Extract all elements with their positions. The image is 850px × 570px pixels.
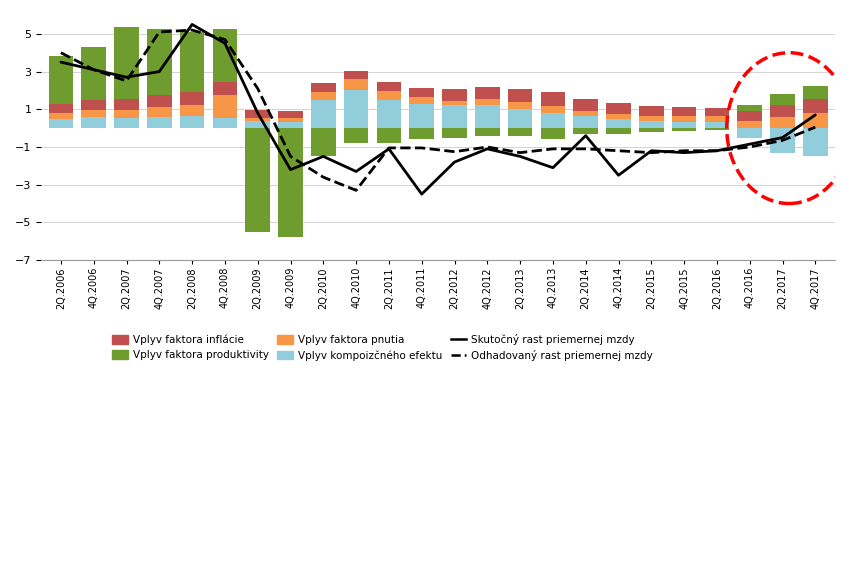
Bar — [212, 118, 237, 128]
Bar — [311, 83, 336, 92]
Bar — [475, 99, 500, 105]
Bar — [114, 27, 139, 99]
Bar — [475, 128, 500, 136]
Bar — [442, 89, 467, 101]
Bar — [507, 109, 532, 128]
Bar — [180, 92, 204, 104]
Bar — [639, 128, 664, 132]
Bar — [507, 89, 532, 101]
Bar — [672, 121, 696, 128]
Bar — [311, 128, 336, 156]
Bar — [377, 100, 401, 128]
Bar — [180, 104, 204, 116]
Bar — [212, 82, 237, 95]
Bar — [574, 128, 598, 134]
Bar — [114, 118, 139, 128]
Bar — [180, 116, 204, 128]
Bar — [639, 121, 664, 128]
Bar — [48, 104, 73, 113]
Bar — [574, 111, 598, 116]
Bar — [705, 116, 729, 121]
Bar — [738, 128, 762, 137]
Bar — [606, 114, 631, 119]
Bar — [180, 32, 204, 92]
Bar — [278, 111, 303, 118]
Bar — [442, 128, 467, 137]
Bar — [377, 128, 401, 143]
Bar — [410, 104, 434, 128]
Bar — [672, 116, 696, 121]
Bar — [475, 105, 500, 128]
Bar — [770, 94, 795, 104]
Bar — [507, 128, 532, 136]
Bar — [147, 29, 172, 95]
Bar — [246, 121, 270, 128]
Bar — [770, 128, 795, 153]
Bar — [770, 117, 795, 128]
Bar — [343, 79, 368, 91]
Bar — [770, 104, 795, 117]
Bar — [639, 116, 664, 121]
Bar — [410, 88, 434, 97]
Bar — [606, 103, 631, 114]
Bar — [410, 128, 434, 140]
Bar — [738, 111, 762, 121]
Bar — [705, 128, 729, 130]
Bar — [475, 87, 500, 99]
Bar — [541, 113, 565, 128]
Bar — [705, 108, 729, 116]
Bar — [147, 95, 172, 107]
Bar — [278, 121, 303, 128]
Bar — [639, 107, 664, 116]
Bar — [442, 101, 467, 105]
Bar — [507, 101, 532, 109]
Bar — [377, 82, 401, 91]
Bar — [48, 56, 73, 104]
Bar — [803, 128, 828, 156]
Bar — [541, 107, 565, 113]
Bar — [738, 105, 762, 111]
Bar — [705, 121, 729, 128]
Bar — [212, 95, 237, 118]
Bar — [803, 99, 828, 113]
Legend: Vplyv faktora inflácie, Vplyv faktora produktivity, Vplyv faktora pnutia, Vplyv : Vplyv faktora inflácie, Vplyv faktora pr… — [108, 329, 657, 365]
Bar — [212, 29, 237, 82]
Bar — [114, 110, 139, 118]
Bar — [82, 117, 106, 128]
Bar — [246, 110, 270, 118]
Bar — [246, 128, 270, 232]
Bar — [672, 128, 696, 131]
Bar — [311, 92, 336, 100]
Bar — [574, 116, 598, 128]
Bar — [738, 121, 762, 128]
Bar — [541, 128, 565, 140]
Bar — [541, 92, 565, 107]
Bar — [48, 119, 73, 128]
Bar — [82, 47, 106, 100]
Bar — [343, 128, 368, 143]
Bar — [147, 107, 172, 117]
Bar — [672, 107, 696, 116]
Bar — [410, 97, 434, 104]
Bar — [803, 86, 828, 99]
Bar — [377, 91, 401, 100]
Bar — [343, 71, 368, 79]
Bar — [606, 119, 631, 128]
Bar — [82, 110, 106, 117]
Bar — [278, 118, 303, 121]
Bar — [803, 113, 828, 128]
Bar — [311, 100, 336, 128]
Bar — [442, 105, 467, 128]
Bar — [147, 117, 172, 128]
Bar — [343, 91, 368, 128]
Bar — [278, 128, 303, 238]
Bar — [48, 113, 73, 119]
Bar — [82, 100, 106, 110]
Bar — [606, 128, 631, 134]
Bar — [246, 118, 270, 121]
Bar — [574, 99, 598, 111]
Bar — [114, 99, 139, 110]
